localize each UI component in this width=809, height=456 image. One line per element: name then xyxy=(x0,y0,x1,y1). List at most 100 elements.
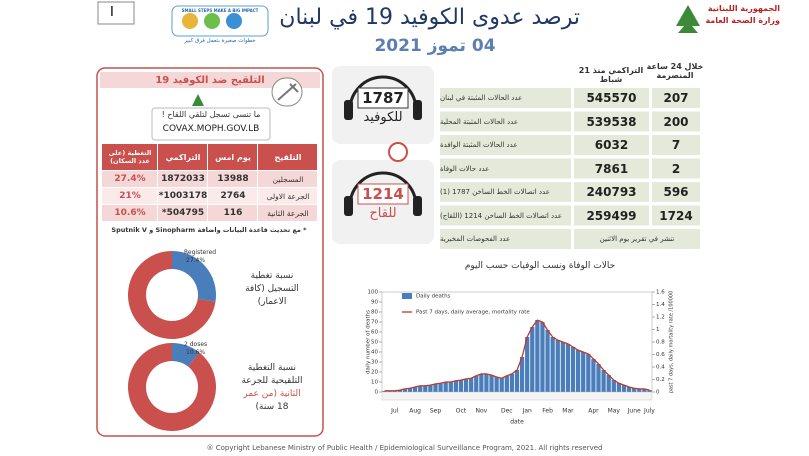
stamp xyxy=(388,142,408,162)
stat-label: عدد حالات الوفاة xyxy=(440,164,490,173)
stat-label: عدد الحالات المثبتة المحلية xyxy=(440,117,518,126)
y2-tick-label: 0.4 xyxy=(656,365,665,371)
bar xyxy=(565,344,571,392)
legend-label: Daily deaths xyxy=(416,294,451,300)
marker-box xyxy=(97,1,135,25)
stat-cell xyxy=(652,158,700,179)
cedar-logo xyxy=(676,5,700,33)
stat-cell xyxy=(574,182,649,202)
y-axis-label: daily number of deaths xyxy=(366,310,372,374)
table-header: يوم امس xyxy=(215,152,251,162)
donut-caption: 18 سنة) xyxy=(255,402,289,412)
stat-cumulative: 545570 xyxy=(586,91,637,105)
bar xyxy=(458,380,464,392)
table-cell: 13988 xyxy=(217,174,249,184)
y2-tick-label: 0.2 xyxy=(656,377,665,383)
y-tick-label: 20 xyxy=(371,370,378,376)
y-tick-label: 0 xyxy=(375,390,379,396)
stat-cell xyxy=(652,111,700,132)
stat-daily: 7 xyxy=(671,138,681,152)
table-cell: الجرعة الاولى xyxy=(266,191,310,201)
table-header-cell xyxy=(258,144,317,170)
table-cell xyxy=(102,171,157,187)
donut-caption: نسبة التغطية xyxy=(247,363,297,373)
stat-daily: 1724 xyxy=(659,208,693,223)
date: 04 تموز 2021 xyxy=(374,36,496,56)
stat-cumulative: 6032 xyxy=(594,138,629,152)
legend-label: Past 7 days, daily average, mortality ra… xyxy=(416,310,530,316)
donut-caption: نسبة تغطية xyxy=(250,271,294,281)
stat-cell xyxy=(574,205,649,226)
logo-dot xyxy=(226,13,242,29)
table-cell xyxy=(208,171,257,187)
bar xyxy=(474,376,479,392)
table-cell: 504795* xyxy=(161,208,205,218)
y2-tick-label: 0.8 xyxy=(656,340,665,346)
rate-line xyxy=(384,319,650,392)
bar xyxy=(586,354,591,392)
donut-label: Registered xyxy=(184,249,217,256)
number-box xyxy=(357,183,409,205)
y-tick-label: 40 xyxy=(371,350,378,356)
logo-dot xyxy=(182,13,198,29)
y-tick-label: 10 xyxy=(371,380,378,386)
stat-cell xyxy=(440,182,571,202)
donut-label: 2 doses xyxy=(184,341,208,348)
donut-rest xyxy=(128,251,216,339)
stat-label: عدد الحالات المثبتة في لبنان xyxy=(440,94,523,102)
table-cell: المسجلين xyxy=(272,174,304,184)
ministry-line: وزارة الصحة العامة xyxy=(705,16,780,25)
bar xyxy=(418,386,423,392)
number-box xyxy=(357,87,409,109)
table-cell xyxy=(102,205,157,221)
table-cell xyxy=(158,205,207,221)
stat-cell xyxy=(574,88,649,108)
table-cell: 2764 xyxy=(220,191,246,201)
bar xyxy=(647,390,652,392)
donut-slice xyxy=(172,251,216,302)
bar xyxy=(484,374,489,392)
donut-caption: الثانية (من عمر xyxy=(243,389,301,399)
table-header: التراكمي xyxy=(165,152,201,162)
stat-daily: 207 xyxy=(663,91,689,105)
table-cell xyxy=(158,171,207,187)
bar xyxy=(382,391,387,392)
legend-swatch xyxy=(402,293,412,299)
tests-note: تنشر في تقرير يوم الاثنين xyxy=(599,235,675,243)
stat-cell xyxy=(440,111,571,132)
bar xyxy=(489,375,494,392)
table-cell: 27.4% xyxy=(114,174,146,184)
bar xyxy=(626,387,632,392)
url: COVAX.MOPH.GOV.LB xyxy=(162,124,260,134)
hotline-label: للكوفيد xyxy=(363,109,403,125)
stats-header: خلال 24 ساعة المنصرمة xyxy=(646,62,704,80)
donut-slice xyxy=(172,343,200,367)
small-cedar xyxy=(192,94,204,106)
table-cell xyxy=(102,188,157,204)
stat-cell xyxy=(440,229,571,249)
y2-tick-label: 1 xyxy=(656,327,660,333)
chart-title: حالات الوفاة ونسب الوفيات حسب اليوم xyxy=(464,261,616,271)
stat-cell xyxy=(652,205,700,226)
x-tick-label: Apr xyxy=(588,408,599,415)
bar xyxy=(525,337,530,392)
table-cell xyxy=(208,205,257,221)
table-header-cell xyxy=(102,144,157,170)
stat-daily: 2 xyxy=(671,161,681,176)
bar xyxy=(438,383,443,392)
stat-label: عدد الحالات المثبتة الوافدة xyxy=(440,141,518,149)
bar xyxy=(535,320,540,392)
x-tick-label: Nov xyxy=(475,408,487,415)
earpiece xyxy=(413,196,422,216)
earpiece xyxy=(344,100,353,120)
stat-label: عدد اتصالات الخط الساخن 1214 (اللقاح) xyxy=(440,211,563,220)
bar xyxy=(397,390,402,392)
x-tick-label: May xyxy=(608,408,621,415)
donut-value: 10.6% xyxy=(186,349,206,356)
table-cell: 116 xyxy=(223,208,243,218)
bar xyxy=(463,379,469,392)
x-tick-label: July xyxy=(643,408,655,415)
bar xyxy=(570,347,576,392)
stat-cell xyxy=(652,135,700,155)
